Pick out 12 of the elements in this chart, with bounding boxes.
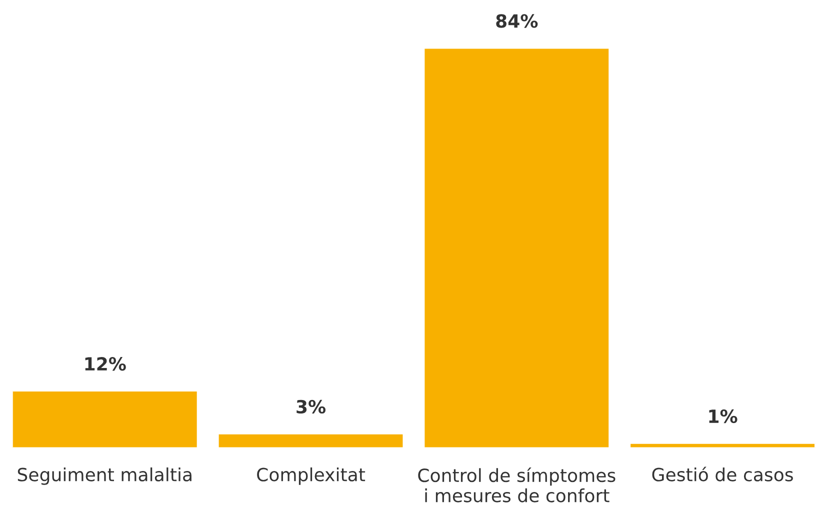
x-tick-label: Control de símptomes i mesures de confort (418, 467, 616, 502)
bar (217, 433, 404, 448)
bar (423, 48, 610, 448)
data-label: 12% (85, 357, 126, 371)
bar (12, 390, 198, 448)
bar (629, 442, 816, 448)
x-tick-label: Seguiment malaltia (18, 467, 192, 485)
data-label: 84% (496, 14, 538, 28)
data-label: 1% (709, 409, 738, 424)
x-tick-label: Complexitat (257, 467, 366, 485)
data-label: 3% (296, 400, 326, 414)
x-tick-label: Gestió de casos (652, 466, 793, 482)
